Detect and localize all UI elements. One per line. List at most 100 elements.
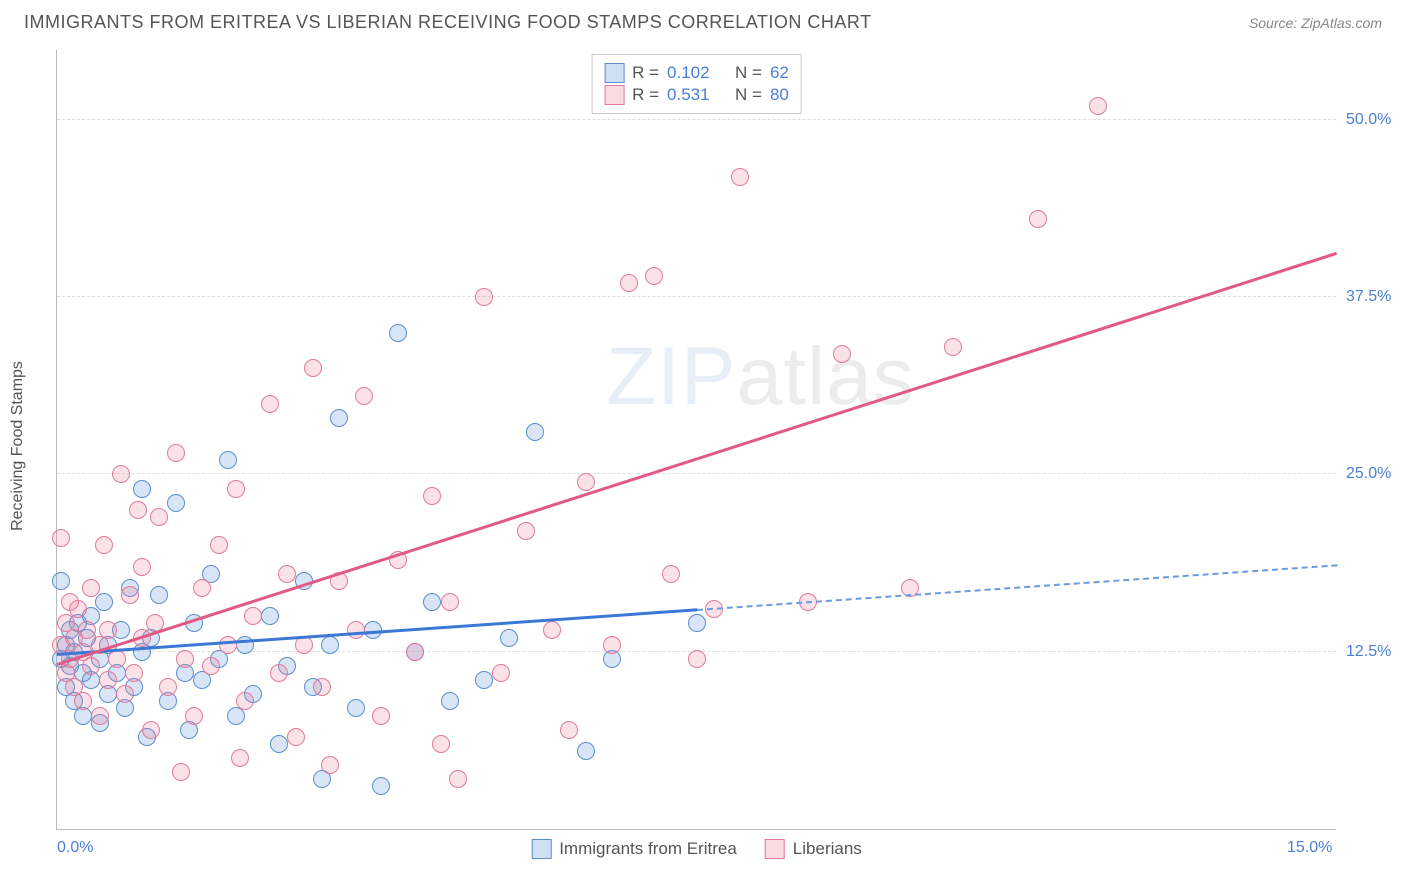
data-point	[52, 572, 70, 590]
legend-stats-row: R = 0.531 N = 80	[604, 85, 789, 105]
data-point	[423, 487, 441, 505]
data-point	[74, 692, 92, 710]
data-point	[176, 650, 194, 668]
data-point	[133, 480, 151, 498]
swatch-icon	[531, 839, 551, 859]
y-axis-title: Receiving Food Stamps	[9, 361, 27, 531]
data-point	[500, 629, 518, 647]
data-point	[944, 338, 962, 356]
data-point	[172, 763, 190, 781]
data-point	[133, 558, 151, 576]
data-point	[688, 650, 706, 668]
gridline	[57, 296, 1336, 297]
data-point	[517, 522, 535, 540]
data-point	[99, 621, 117, 639]
data-point	[185, 707, 203, 725]
data-point	[150, 586, 168, 604]
source-label: Source: ZipAtlas.com	[1249, 15, 1382, 31]
data-point	[321, 636, 339, 654]
data-point	[603, 636, 621, 654]
data-point	[321, 756, 339, 774]
data-point	[219, 451, 237, 469]
data-point	[441, 692, 459, 710]
trendline-extrapolated	[697, 565, 1337, 612]
data-point	[526, 423, 544, 441]
gridline	[57, 473, 1336, 474]
data-point	[372, 777, 390, 795]
data-point	[95, 593, 113, 611]
data-point	[372, 707, 390, 725]
data-point	[355, 387, 373, 405]
data-point	[129, 501, 147, 519]
data-point	[99, 671, 117, 689]
data-point	[432, 735, 450, 753]
data-point	[227, 480, 245, 498]
watermark: ZIPatlas	[606, 330, 915, 424]
data-point	[304, 359, 322, 377]
data-point	[244, 607, 262, 625]
y-tick-label: 25.0%	[1346, 465, 1406, 483]
data-point	[261, 607, 279, 625]
data-point	[167, 444, 185, 462]
data-point	[82, 657, 100, 675]
data-point	[449, 770, 467, 788]
data-point	[210, 536, 228, 554]
data-point	[475, 671, 493, 689]
data-point	[231, 749, 249, 767]
x-tick-label: 15.0%	[1287, 839, 1332, 857]
data-point	[330, 409, 348, 427]
y-tick-label: 12.5%	[1346, 643, 1406, 661]
data-point	[731, 168, 749, 186]
legend-stats-row: R = 0.102 N = 62	[604, 63, 789, 83]
data-point	[95, 536, 113, 554]
y-tick-label: 37.5%	[1346, 288, 1406, 306]
data-point	[423, 593, 441, 611]
gridline	[57, 119, 1336, 120]
data-point	[492, 664, 510, 682]
chart-title: IMMIGRANTS FROM ERITREA VS LIBERIAN RECE…	[24, 12, 872, 33]
data-point	[577, 473, 595, 491]
data-point	[108, 650, 126, 668]
data-point	[313, 678, 331, 696]
data-point	[475, 288, 493, 306]
swatch-icon	[765, 839, 785, 859]
data-point	[236, 636, 254, 654]
data-point	[287, 728, 305, 746]
data-point	[112, 465, 130, 483]
data-point	[662, 565, 680, 583]
data-point	[142, 721, 160, 739]
legend-stats: R = 0.102 N = 62 R = 0.531 N = 80	[591, 54, 802, 114]
legend-series: Immigrants from Eritrea Liberians	[531, 839, 862, 859]
scatter-chart: ZIPatlas R = 0.102 N = 62 R = 0.531 N = …	[56, 50, 1336, 830]
data-point	[833, 345, 851, 363]
data-point	[688, 614, 706, 632]
data-point	[270, 664, 288, 682]
data-point	[236, 692, 254, 710]
data-point	[620, 274, 638, 292]
data-point	[347, 699, 365, 717]
data-point	[121, 586, 139, 604]
data-point	[406, 643, 424, 661]
data-point	[389, 324, 407, 342]
data-point	[69, 600, 87, 618]
data-point	[125, 664, 143, 682]
data-point	[560, 721, 578, 739]
x-tick-label: 0.0%	[57, 839, 93, 857]
data-point	[261, 395, 279, 413]
data-point	[150, 508, 168, 526]
data-point	[167, 494, 185, 512]
data-point	[1029, 210, 1047, 228]
data-point	[193, 579, 211, 597]
data-point	[52, 529, 70, 547]
data-point	[82, 579, 100, 597]
data-point	[202, 657, 220, 675]
swatch-icon	[604, 85, 624, 105]
y-tick-label: 50.0%	[1346, 111, 1406, 129]
data-point	[91, 707, 109, 725]
trendline	[57, 252, 1338, 666]
data-point	[1089, 97, 1107, 115]
data-point	[278, 565, 296, 583]
data-point	[347, 621, 365, 639]
data-point	[219, 636, 237, 654]
data-point	[116, 685, 134, 703]
